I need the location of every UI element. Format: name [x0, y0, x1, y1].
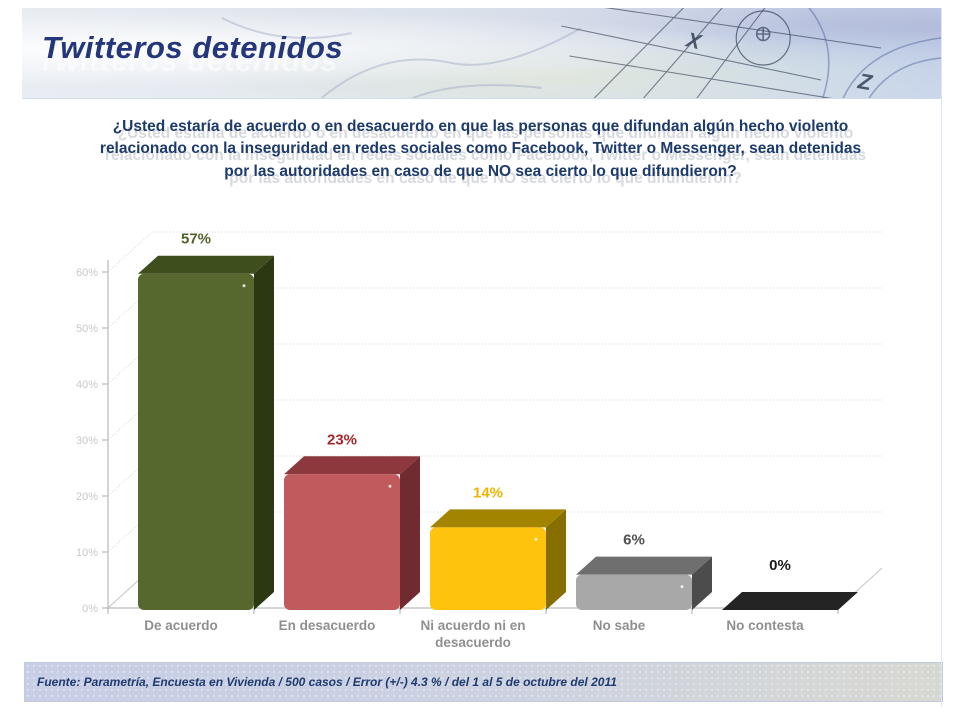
- gridline-stub: [107, 455, 153, 497]
- data-label-ni-acuerdo-ni-en-desacuerdo: 14%: [473, 484, 503, 501]
- bar-side-en-desacuerdo: [400, 456, 420, 610]
- chart-svg: 0% 10% 20% 30% 40% 50% 60% 57% De acuerdo 23% En d…: [76, 231, 883, 650]
- bar-top-ni-acuerdo-ni-en-desacuerdo: [430, 509, 566, 528]
- data-label-no-sabe: 6%: [623, 532, 645, 549]
- header-collage-art: X Z: [221, 8, 941, 98]
- compass-circle-icon: [735, 10, 791, 66]
- bar-top-de-acuerdo: [138, 255, 274, 274]
- y-tick-label: 20%: [76, 491, 98, 503]
- y-tick-label: 0%: [82, 603, 98, 615]
- bar-no-contesta: [722, 592, 858, 610]
- map-letter-x: X: [683, 28, 705, 54]
- gridline-stub: [107, 231, 153, 273]
- gridline-stub: [107, 399, 153, 441]
- survey-question-text: ¿Usted estaría de acuerdo o en desacuerd…: [99, 118, 862, 180]
- data-label-no-contesta: 0%: [769, 557, 791, 574]
- y-tick-label: 10%: [76, 547, 98, 559]
- data-label-de-acuerdo: 57%: [181, 231, 211, 248]
- bar-top-no-sabe: [576, 556, 712, 575]
- map-letter-z: Z: [855, 68, 875, 95]
- gridline-stub: [107, 511, 153, 553]
- category-label-de-acuerdo: De acuerdo: [144, 618, 218, 633]
- category-label-no-contesta: No contesta: [726, 618, 804, 633]
- y-tick-label: 30%: [76, 435, 98, 447]
- data-label-en-desacuerdo: 23%: [327, 431, 357, 448]
- bar-highlight-no-sabe: [680, 585, 684, 589]
- bar-no-sabe: [576, 574, 692, 610]
- bar-en-desacuerdo: [284, 474, 400, 610]
- header-banner: X Z Twitteros detenidos: [22, 8, 941, 99]
- category-label-no-sabe: No sabe: [593, 618, 646, 633]
- gridline-stub: [107, 287, 153, 329]
- footer-bar: Fuente: Parametría, Encuesta en Vivienda…: [24, 662, 943, 702]
- bar-de-acuerdo: [138, 273, 254, 610]
- bar-side-de-acuerdo: [254, 255, 274, 610]
- bar-ni-acuerdo-ni-en-desacuerdo: [430, 527, 546, 610]
- compass-arcs-decoration: [808, 8, 941, 98]
- bar-side-ni-acuerdo-ni-en-desacuerdo: [546, 509, 566, 610]
- bar-highlight-de-acuerdo: [242, 284, 246, 288]
- y-tick-label: 40%: [76, 379, 98, 391]
- bar-top-en-desacuerdo: [284, 456, 420, 475]
- y-tick-label: 50%: [76, 323, 98, 335]
- category-label-en-desacuerdo: En desacuerdo: [279, 618, 376, 633]
- map-grid-lines: [561, 8, 882, 98]
- bar-side-no-sabe: [692, 556, 712, 610]
- branch-strokes-decoration: [221, 17, 582, 98]
- bar-highlight-en-desacuerdo: [388, 484, 392, 488]
- source-citation: Fuente: Parametría, Encuesta en Vivienda…: [37, 675, 617, 689]
- category-label-ni-acuerdo-ni-en-desacuerdo: Ni acuerdo ni en desacuerdo: [420, 618, 525, 650]
- y-tick-label: 60%: [76, 267, 98, 279]
- bar-highlight-ni-acuerdo-ni-en-desacuerdo: [534, 537, 538, 541]
- slide-title: Twitteros detenidos: [42, 30, 344, 65]
- gridline-stub: [107, 343, 153, 385]
